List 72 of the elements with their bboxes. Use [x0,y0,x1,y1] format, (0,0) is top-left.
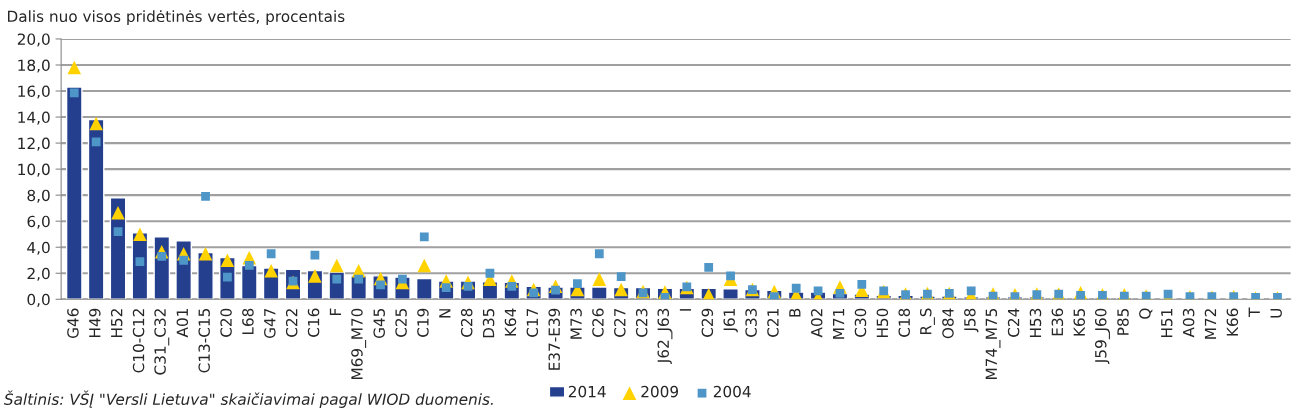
x-tick-label: G45 [373,308,385,339]
y-tick-label: 14,0 [18,111,50,125]
text: Šaltinis: VŠĮ "Versli Lietuva" skaičiavimai pagal WIOD duomenis. [3,390,493,408]
legend-label: 2014 [568,385,606,398]
x-tick-label: M74_M75 [985,308,1001,380]
x-tick-label: N [439,309,451,318]
x-tick-label: C22 [285,309,298,337]
x-tick-label: C20 [220,308,232,337]
x-tick-label: K65 [1073,308,1086,336]
x-tick-label: C26 [592,308,604,337]
legend-label: 2009 [641,385,679,398]
x-tick-label: H53 [1029,308,1042,338]
x-tick-label: A03 [1182,308,1195,338]
x-tick-label: C31_C32 [154,309,170,375]
y-tick-label: 4,0 [27,241,50,255]
x-tick-label: Q [1139,308,1153,319]
x-tick-label: E37-E39 [548,308,560,370]
x-tick-label: C17 [526,308,539,337]
x-tick-label: P85 [1117,308,1129,335]
x-tick-label: R_S [919,308,935,335]
x-tick-label: A01 [176,309,189,338]
x-tick-label: C19 [417,308,429,337]
x-tick-label: U [1270,308,1282,318]
x-tick-label: C25 [395,308,407,337]
y-tick-label: 2,0 [27,267,50,281]
y-tick-label: 12,0 [18,137,50,151]
x-tick-label: C28 [460,308,473,337]
y-tick-label: 16,0 [18,85,50,99]
x-tick-label: F [329,308,341,315]
x-tick-label: C29 [701,308,714,337]
x-tick-label: K64 [504,308,517,336]
x-tick-label: B [789,308,801,317]
x-tick-label: O84 [942,308,954,339]
x-tick-label: C13-C15 [198,308,210,373]
x-tick-label: C33 [745,308,757,337]
y-tick-label: 6,0 [27,215,50,229]
x-tick-label: H50 [876,308,889,338]
x-tick-label: C23 [635,308,648,337]
x-tick-label: C16 [307,308,320,337]
x-tick-label: H49 [89,308,101,338]
x-tick-label: J58 [964,308,979,333]
x-tick-label: M73 [570,308,582,339]
y-tick-label: 10,0 [18,163,50,177]
x-tick-label: M72 [1204,309,1217,339]
y-axis-title: Dalis nuo visos pridėtinės vertės, procentais [8,10,345,26]
x-tick-label: H52 [110,309,123,338]
legend-label: 2004 [713,385,751,398]
x-tick-label: C24 [1007,308,1020,337]
x-tick-label: M69_M70 [351,308,367,380]
x-tick-label: C10-C12 [132,309,145,373]
x-tick-label: A02 [810,309,823,338]
x-tick-label: C18 [898,308,910,337]
x-tick-label: M71 [833,309,845,339]
x-tick-label: H51 [1161,309,1173,338]
x-tick-label: T [1248,307,1260,318]
x-tick-label: D35 [482,308,495,338]
y-tick-label: 0,0 [27,293,50,307]
y-tick-label: 8,0 [27,189,50,203]
x-tick-label: C27 [614,308,626,337]
x-tick-label: J59_J60 [1094,308,1110,364]
x-tick-label: I [679,309,692,311]
y-tick-label: 18,0 [18,59,50,73]
x-tick-label: G46 [67,308,79,339]
x-tick-label: G47 [264,308,276,339]
x-tick-label: C30 [854,308,867,337]
x-tick-label: J61 [723,309,738,333]
x-tick-label: J62_J63 [657,308,673,364]
x-tick-label: C21 [767,309,779,337]
x-tick-label: L68 [242,308,254,335]
x-tick-label: K66 [1226,308,1239,336]
x-tick-label: E36 [1051,308,1064,336]
y-tick-label: 20,0 [17,33,50,47]
